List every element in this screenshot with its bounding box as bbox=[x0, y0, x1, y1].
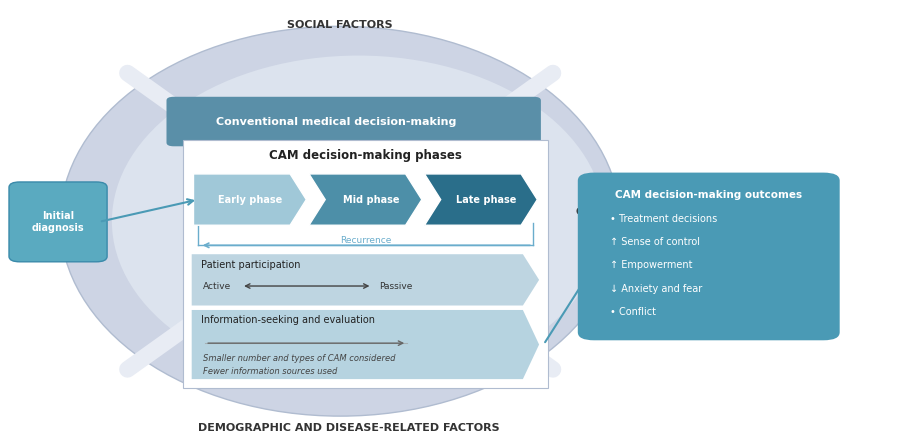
Text: Late phase: Late phase bbox=[456, 194, 517, 205]
Text: • Conflict: • Conflict bbox=[610, 307, 656, 317]
Text: ↑ Sense of control: ↑ Sense of control bbox=[610, 237, 700, 247]
Text: Fewer information sources used: Fewer information sources used bbox=[202, 367, 337, 376]
Text: • Treatment decisions: • Treatment decisions bbox=[610, 214, 717, 224]
Ellipse shape bbox=[112, 56, 605, 387]
Text: CAM decision-making phases: CAM decision-making phases bbox=[269, 149, 462, 162]
FancyBboxPatch shape bbox=[166, 97, 541, 146]
Ellipse shape bbox=[60, 26, 620, 416]
Text: ↓ Anxiety and fear: ↓ Anxiety and fear bbox=[610, 284, 703, 293]
Text: Patient participation: Patient participation bbox=[201, 260, 301, 269]
Text: Active: Active bbox=[202, 281, 230, 290]
Text: Smaller number and types of CAM considered: Smaller number and types of CAM consider… bbox=[202, 354, 395, 363]
Text: DEMOGRAPHIC AND DISEASE-RELATED FACTORS: DEMOGRAPHIC AND DISEASE-RELATED FACTORS bbox=[198, 423, 500, 433]
Text: Mid phase: Mid phase bbox=[343, 194, 399, 205]
Polygon shape bbox=[194, 174, 306, 225]
Text: CAM decision-making outcomes: CAM decision-making outcomes bbox=[616, 190, 802, 199]
Text: ↑ Empowerment: ↑ Empowerment bbox=[610, 260, 693, 270]
Text: Conventional medical decision-making: Conventional medical decision-making bbox=[215, 116, 456, 127]
FancyBboxPatch shape bbox=[183, 140, 548, 388]
Text: SOCIAL FACTORS: SOCIAL FACTORS bbox=[287, 20, 393, 30]
Polygon shape bbox=[192, 254, 539, 306]
FancyBboxPatch shape bbox=[578, 173, 840, 340]
FancyBboxPatch shape bbox=[9, 182, 107, 262]
Text: Passive: Passive bbox=[379, 281, 413, 290]
Polygon shape bbox=[425, 174, 537, 225]
Text: Information-seeking and evaluation: Information-seeking and evaluation bbox=[201, 315, 374, 325]
Text: Early phase: Early phase bbox=[218, 194, 282, 205]
Text: Recurrence: Recurrence bbox=[339, 236, 392, 245]
Polygon shape bbox=[309, 174, 422, 225]
Text: Initial
diagnosis: Initial diagnosis bbox=[32, 211, 85, 233]
Polygon shape bbox=[192, 310, 539, 379]
Text: CULTURAL NORMS: CULTURAL NORMS bbox=[576, 207, 689, 217]
Text: BELIEFS: BELIEFS bbox=[32, 216, 82, 226]
